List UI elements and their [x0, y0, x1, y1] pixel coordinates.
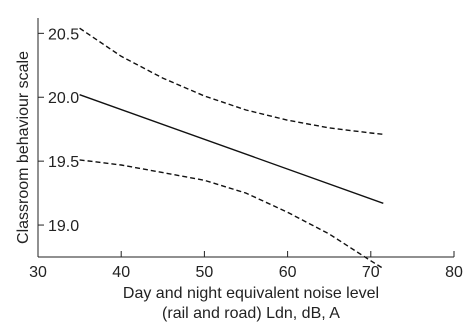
y-tick-label: 20.5 [48, 26, 79, 43]
x-tick-label: 50 [196, 264, 214, 281]
series-line-upper-bound [79, 27, 384, 135]
series-line-estimate [79, 94, 384, 204]
y-axis-title: Classroom behaviour scale [15, 51, 32, 244]
x-tick-label: 70 [362, 264, 380, 281]
y-tick-label: 19.5 [48, 154, 79, 171]
x-tick-label: 40 [112, 264, 130, 281]
axes [37, 18, 454, 258]
x-tick-label: 30 [29, 264, 47, 281]
y-tick-label: 20.0 [48, 90, 79, 107]
y-ticks: 19.0 19.5 20.0 20.5 [38, 26, 79, 235]
x-ticks: 30 40 50 60 70 80 [29, 251, 463, 281]
y-tick-label: 19.0 [48, 218, 79, 235]
x-axis-title-line-2: (rail and road) Ldn, dB, A [162, 305, 340, 322]
x-tick-label: 80 [445, 264, 463, 281]
series-layer [79, 27, 384, 270]
x-tick-label: 60 [279, 264, 297, 281]
x-axis-title-line-1: Day and night equivalent noise level [123, 285, 379, 302]
series-line-lower-bound [79, 159, 384, 270]
